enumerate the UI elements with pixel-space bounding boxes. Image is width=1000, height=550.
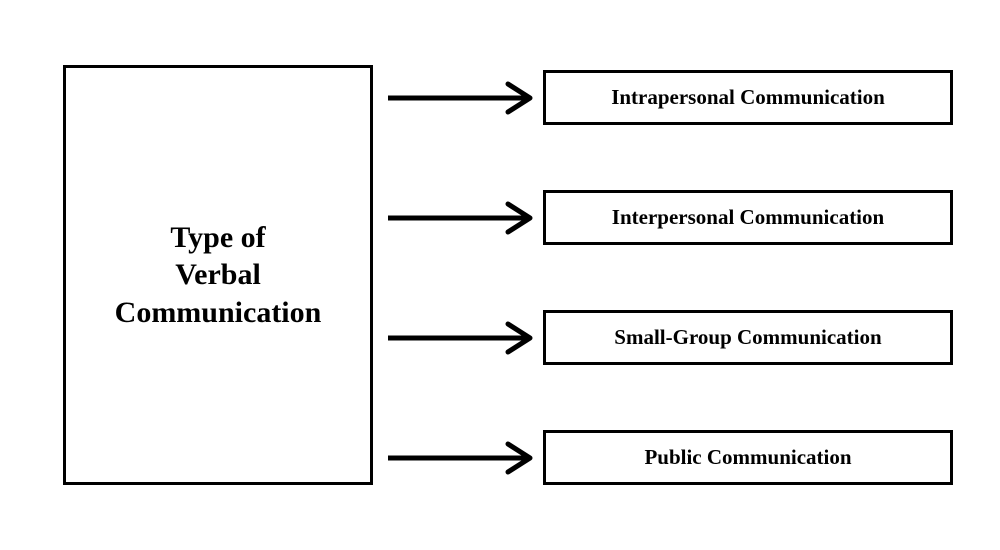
arrow-2 [388,320,538,356]
target-label-0: Intrapersonal Communication [611,85,885,110]
diagram-root: Type ofVerbalCommunication Intrapersonal… [0,0,1000,550]
target-label-3: Public Communication [644,445,851,470]
target-box-1: Interpersonal Communication [543,190,953,245]
target-label-1: Interpersonal Communication [612,205,884,230]
target-label-2: Small-Group Communication [614,325,881,350]
arrow-1 [388,200,538,236]
target-box-2: Small-Group Communication [543,310,953,365]
target-box-3: Public Communication [543,430,953,485]
source-label: Type ofVerbalCommunication [115,219,322,332]
arrow-3 [388,440,538,476]
source-box: Type ofVerbalCommunication [63,65,373,485]
target-box-0: Intrapersonal Communication [543,70,953,125]
arrow-0 [388,80,538,116]
